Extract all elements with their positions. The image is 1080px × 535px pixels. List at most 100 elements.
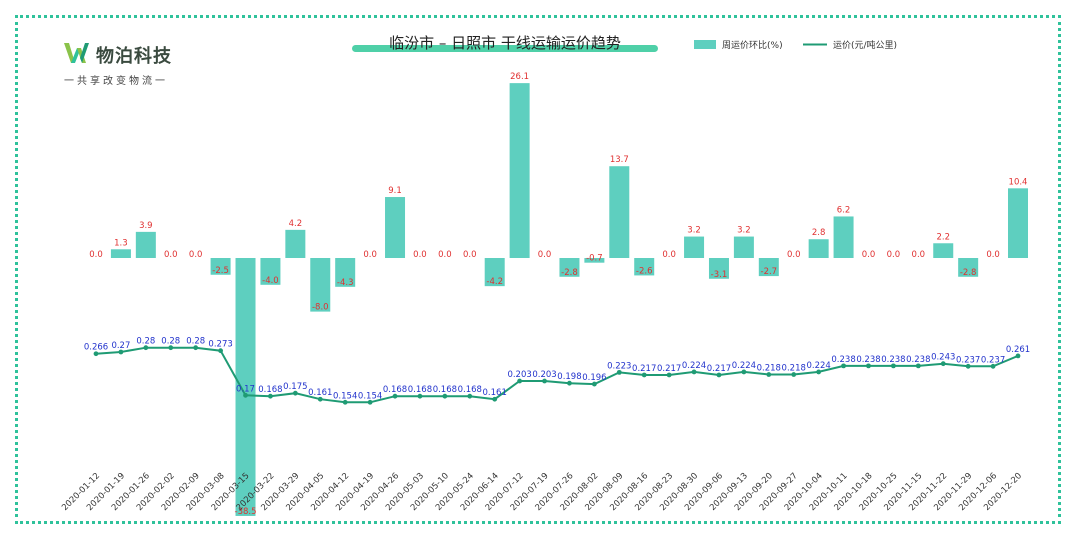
line-point [641, 372, 647, 378]
line-point [866, 363, 871, 369]
line-data-label: 0.168 [383, 385, 407, 395]
bar-data-label: 3.2 [737, 226, 751, 236]
bar-data-label: -2.5 [212, 266, 229, 276]
line-point [791, 372, 797, 377]
bar-data-label: 3.2 [687, 226, 701, 236]
line-point [392, 393, 398, 399]
legend-bar-swatch [694, 40, 716, 49]
bar-data-label: -2.7 [761, 267, 778, 277]
bar [260, 258, 281, 285]
title-underline [352, 45, 658, 52]
bar-data-label: 0.0 [787, 250, 801, 260]
line-point [292, 390, 298, 396]
line-point [666, 372, 672, 378]
logo-name: 物泊科技 [96, 46, 172, 67]
line-data-label: 0.273 [208, 340, 232, 350]
line-point [940, 361, 946, 367]
line-data-label: 0.28 [161, 337, 180, 347]
bar [584, 258, 605, 263]
line-data-label: 0.27 [111, 341, 130, 351]
line-data-label: 0.224 [806, 361, 830, 371]
bar-data-label: -8.0 [312, 303, 329, 313]
bar-labels: 0.0 1.3 3.9 0.0 0.0 -2.5 -38.5 -4.0 4.2 -8.0 -4.3 0… [89, 72, 1027, 517]
line-data-label: 0.161 [308, 388, 332, 398]
line-data-label: 0.154 [333, 391, 357, 401]
bar-data-label: -2.8 [561, 268, 578, 278]
line-data-label: 0.168 [458, 385, 482, 395]
line-data-label: 0.217 [632, 364, 656, 374]
line-point [915, 363, 921, 369]
line-data-label: 0.218 [782, 364, 806, 374]
line-data-label: 0.237 [956, 355, 980, 365]
bar-data-label: 13.7 [610, 155, 629, 165]
line-data-label: 0.198 [557, 372, 581, 382]
line-data-label: 0.266 [84, 343, 108, 353]
line-point [93, 351, 99, 357]
line-point [442, 393, 448, 399]
line-data-label: 0.238 [881, 355, 905, 365]
chart-title: 临汾市 – 日照市 干线运输运价趋势 [389, 34, 621, 52]
bar [135, 231, 156, 258]
logo: 物泊科技 一共享改变物流一 [62, 40, 202, 87]
bar-data-label: 0.0 [912, 250, 926, 260]
bar-data-label: 3.9 [139, 221, 153, 231]
bar-data-label: 10.4 [1009, 177, 1028, 187]
bar-data-label: -0.7 [586, 254, 603, 264]
line-point [741, 369, 747, 375]
bar [684, 236, 705, 258]
bar-data-label: 0.0 [89, 250, 103, 260]
line-data-label: 0.196 [582, 373, 606, 383]
bar [210, 258, 231, 275]
bar [310, 258, 331, 312]
line-point [567, 380, 572, 386]
bar-data-label: 0.0 [887, 250, 901, 260]
bar-data-label: 0.0 [986, 250, 1000, 260]
line-point [616, 369, 622, 375]
bar [634, 258, 655, 276]
line-point [492, 396, 498, 402]
line-point [367, 399, 373, 405]
bar [1008, 188, 1028, 258]
bar [733, 236, 754, 258]
legend-bar-label: 周运价环比(%) [722, 39, 783, 51]
bar [559, 258, 580, 277]
bar-series [110, 83, 1028, 516]
bar [285, 229, 306, 258]
logo-mark-icon [64, 43, 89, 63]
line-point [965, 363, 971, 369]
logo-slogan: 一共享改变物流一 [64, 76, 168, 87]
x-axis-ticks: 2020-01-122020-01-192020-01-262020-02-02… [60, 471, 1024, 513]
bar [110, 249, 131, 258]
chart-frame [15, 15, 1061, 524]
line-data-label: 0.217 [657, 364, 681, 374]
line-point [816, 369, 822, 375]
legend-line-label: 运价(元/吨公里) [833, 39, 897, 51]
line-point [691, 369, 697, 375]
bar [484, 258, 505, 287]
price-line [95, 346, 1019, 404]
bar-data-label: -38.5 [235, 507, 257, 517]
bar-data-label: 26.1 [510, 72, 529, 82]
line-point [517, 378, 523, 384]
line-data-label: 0.168 [433, 385, 457, 395]
bar-data-label: 0.0 [363, 250, 377, 260]
bar [609, 166, 630, 258]
line-point [342, 399, 348, 405]
line-point [193, 345, 199, 351]
line-point [841, 363, 846, 369]
line-point [143, 345, 149, 351]
line-data-label: 0.17 [236, 384, 255, 394]
line-point [467, 393, 473, 399]
line-data-label: 0.237 [981, 355, 1005, 365]
bar [708, 258, 729, 279]
bar-data-label: -4.0 [262, 276, 279, 286]
line-point [168, 345, 174, 351]
line-point [417, 393, 423, 399]
line-data-label: 0.175 [283, 382, 307, 392]
bar-data-label: 2.8 [812, 228, 826, 238]
bar [958, 258, 979, 277]
bar-data-label: 9.1 [388, 186, 402, 196]
bar [335, 258, 356, 287]
bar [758, 258, 779, 277]
